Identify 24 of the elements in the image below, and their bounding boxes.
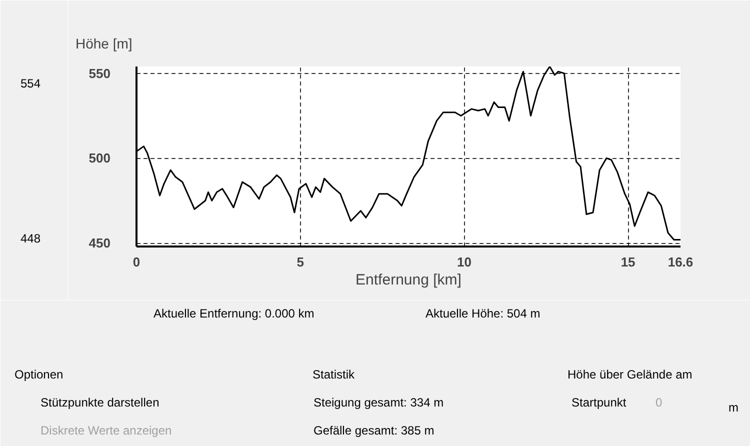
- y-axis-title: Höhe [m]: [76, 36, 132, 52]
- x-tick-label: 10: [456, 254, 472, 270]
- text: Statistik: [312, 368, 356, 382]
- text: 554: [20, 76, 41, 90]
- text: 0: [656, 396, 662, 410]
- y-tick-label: 450: [88, 236, 111, 251]
- y-tick-label: 500: [88, 150, 111, 166]
- x-tick-label: 15: [620, 254, 636, 270]
- text: Startpunkt: [572, 396, 627, 410]
- text: Steigung gesamt: 334 m: [314, 396, 444, 410]
- x-tick-label: 5: [296, 254, 304, 270]
- text: Höhe über Gelände am: [568, 368, 692, 382]
- text: Aktuelle Entfernung: 0.000 km: [154, 306, 314, 320]
- text: 448: [20, 231, 41, 246]
- text: Aktuelle Höhe: 504 m: [426, 306, 540, 320]
- y-tick-label: 550: [88, 66, 111, 81]
- x-axis-title: Entfernung [km]: [356, 272, 462, 288]
- text: Diskrete Werte anzeigen: [40, 424, 172, 438]
- text: Optionen: [14, 368, 64, 382]
- text: Stützpunkte darstellen: [40, 396, 160, 410]
- text: m: [728, 400, 738, 414]
- x-tick-label: 0: [132, 254, 140, 270]
- x-tick-label: 16.6: [668, 254, 694, 270]
- text: Gefälle gesamt: 385 m: [314, 424, 434, 438]
